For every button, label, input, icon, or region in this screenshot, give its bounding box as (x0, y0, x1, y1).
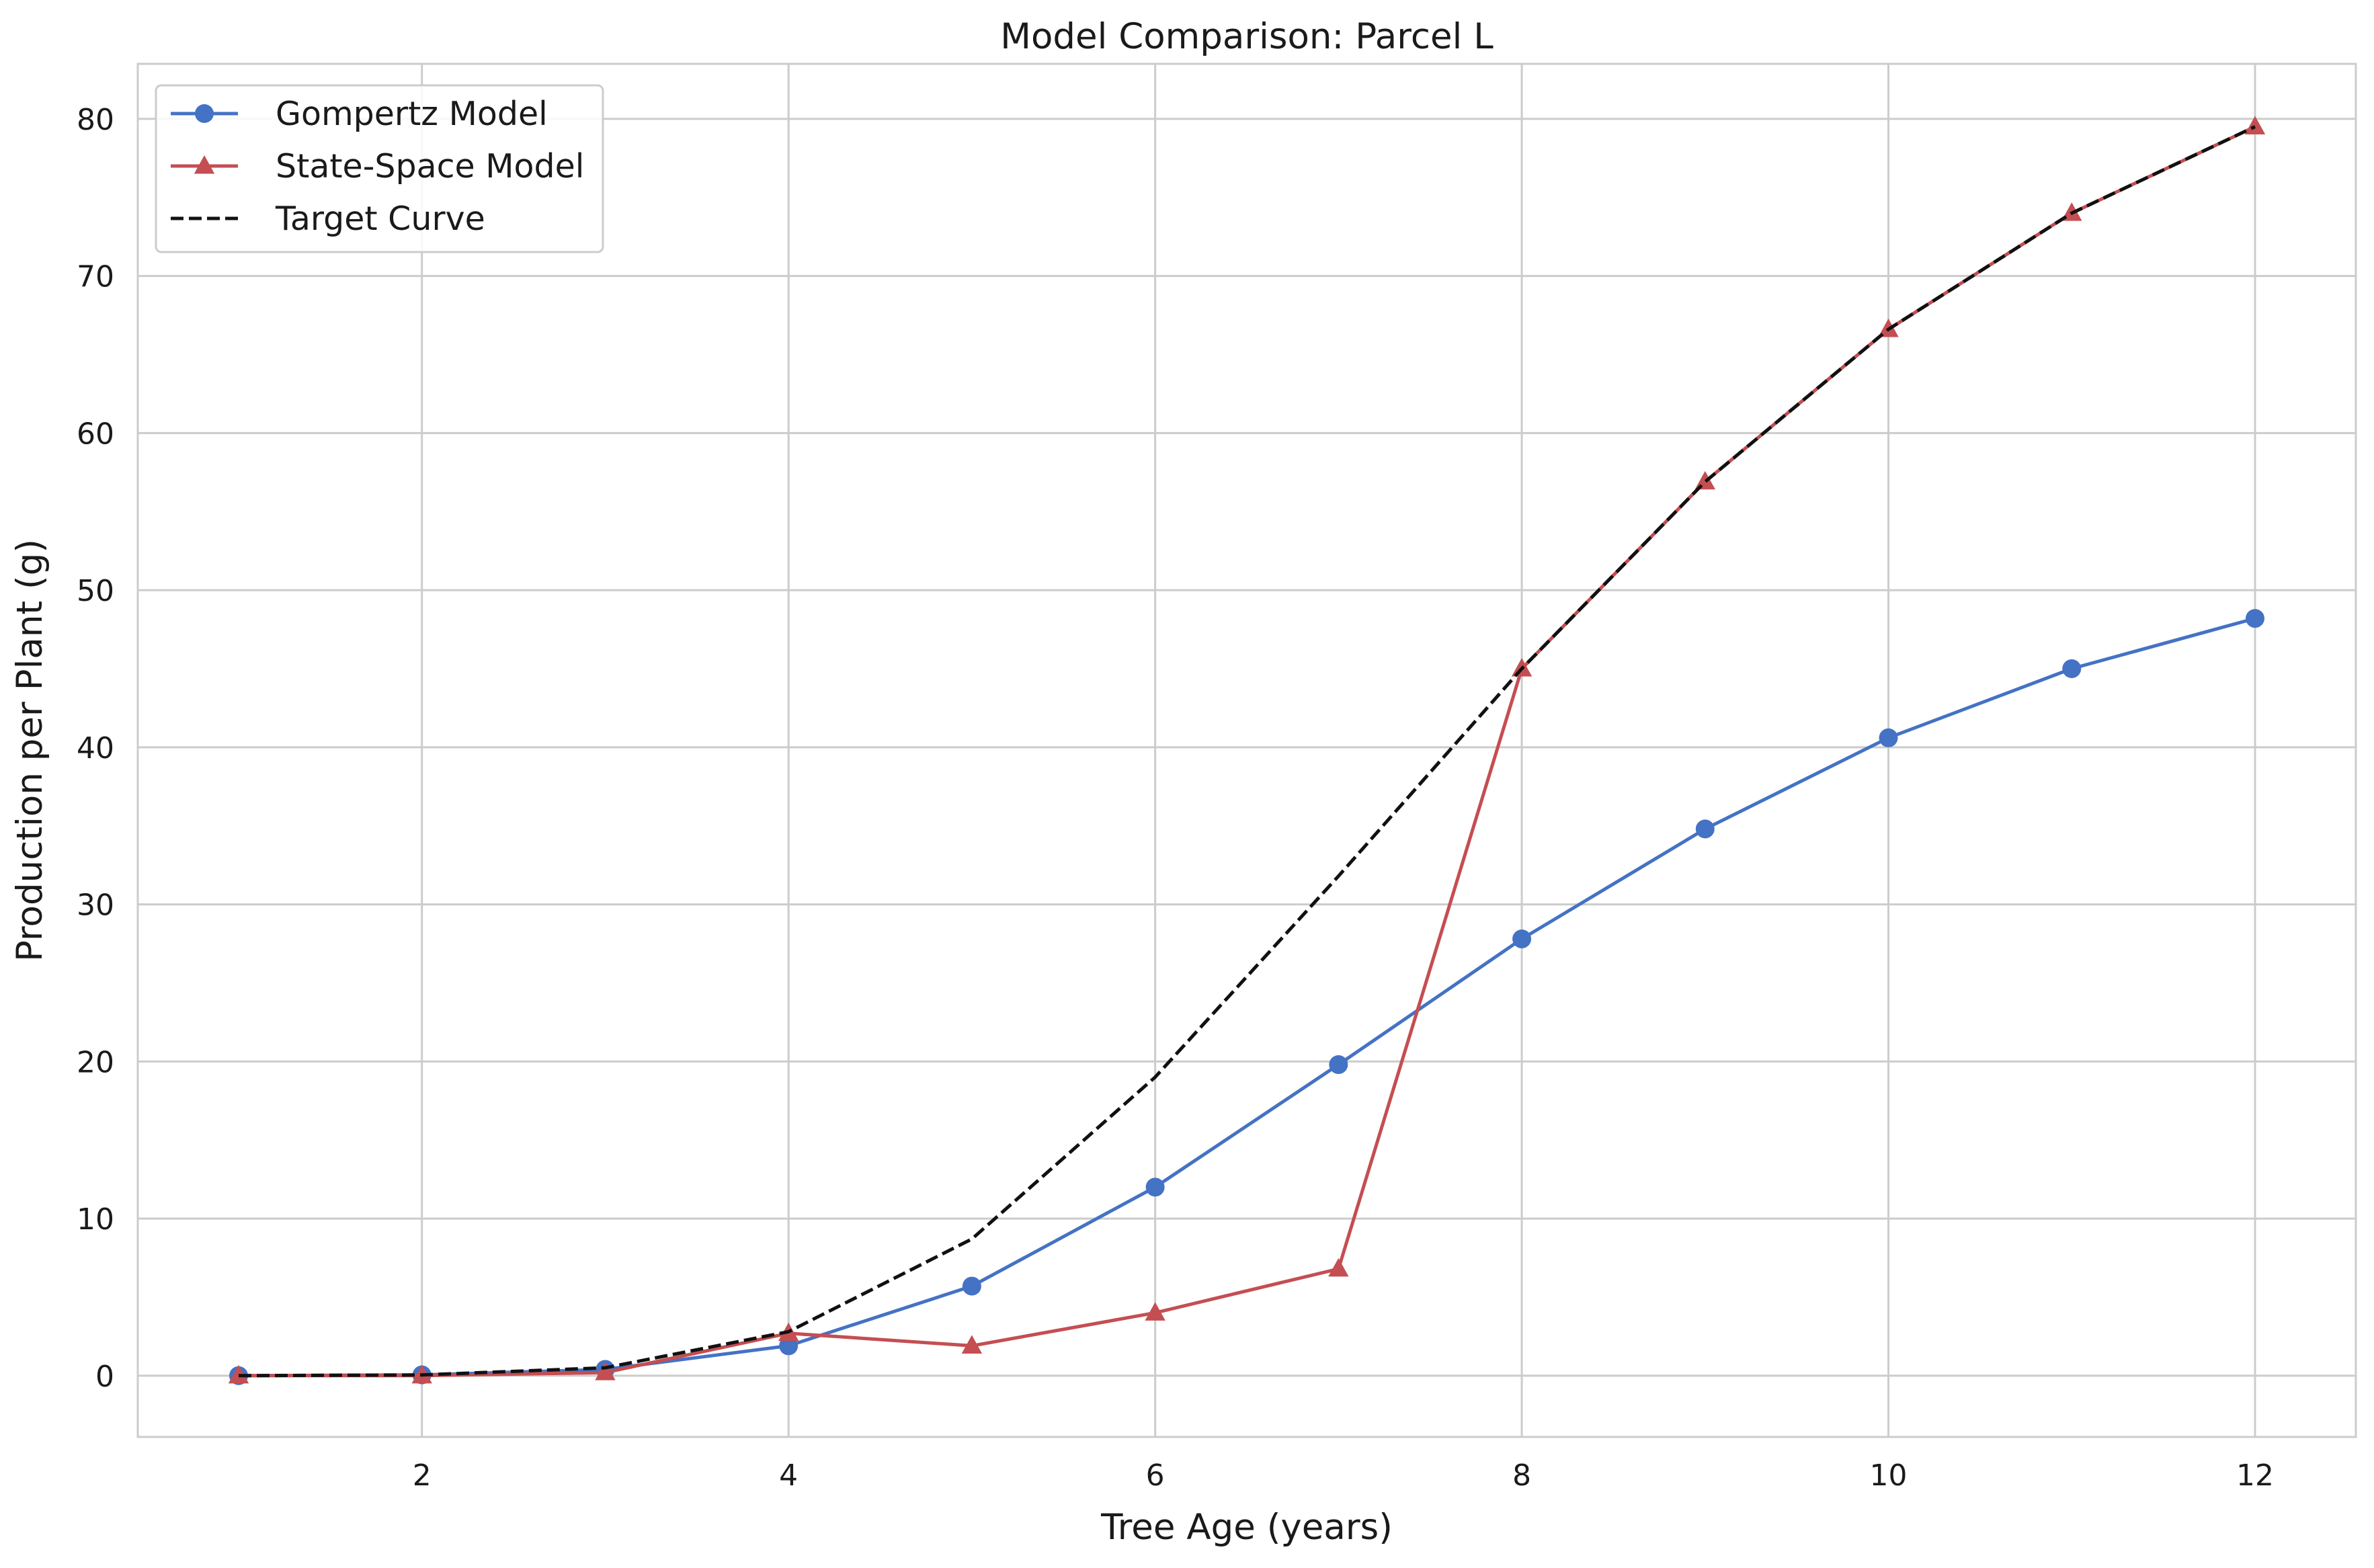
y-tick-label: 40 (77, 731, 114, 766)
series-line (238, 616, 2256, 1378)
data-point (779, 1336, 799, 1356)
legend-marker (194, 155, 215, 174)
chart-title: Model Comparison: Parcel L (1000, 16, 1493, 57)
y-tick-label: 30 (77, 889, 114, 923)
legend-label: Target Curve (275, 200, 485, 238)
legend-label: Gompertz Model (276, 95, 548, 133)
legend-item: Target Curve (171, 200, 485, 238)
y-tick-label: 60 (77, 417, 114, 451)
data-point (1145, 1178, 1165, 1197)
series-state-space-model (228, 116, 2266, 1384)
y-tick-label: 50 (77, 574, 114, 608)
legend-item: State-Space Model (171, 147, 584, 185)
legend-marker (195, 104, 214, 123)
data-point (1328, 1257, 1349, 1277)
series-gompertz-model (229, 609, 2264, 1385)
series-line (239, 125, 2256, 1378)
y-tick-label: 80 (77, 103, 114, 137)
data-point (1145, 1302, 1165, 1321)
grid (138, 64, 2356, 1437)
x-axis-title: Tree Age (years) (1100, 1507, 1393, 1548)
x-tick-label: 6 (1146, 1458, 1165, 1493)
x-tick-label: 8 (1512, 1458, 1531, 1493)
data-point (2062, 659, 2082, 678)
legend-item: Gompertz Model (171, 95, 548, 133)
data-point (2244, 116, 2266, 135)
tick-labels: 2 4 6 8 10 12 0 10 20 30 40 50 60 70 80 (77, 103, 2274, 1493)
y-tick-label: 70 (77, 260, 114, 294)
legend: Gompertz Model State-Space Model Target Cu… (155, 84, 604, 253)
data-point (961, 1335, 983, 1354)
data-point (1695, 819, 1715, 839)
data-point (962, 1276, 981, 1296)
data-point (1512, 930, 1532, 949)
y-tick-label: 20 (77, 1045, 114, 1079)
y-tick-label: 10 (77, 1202, 114, 1237)
x-tick-label: 12 (2236, 1458, 2274, 1493)
y-axis-title: Production per Plant (g) (9, 539, 50, 962)
y-tick-label: 0 (95, 1360, 114, 1394)
series-layer (228, 116, 2266, 1385)
data-point (2246, 609, 2264, 628)
series-line (238, 125, 2256, 1378)
x-tick-label: 4 (779, 1458, 798, 1493)
data-point (1329, 1055, 1348, 1075)
x-tick-label: 10 (1870, 1458, 1908, 1493)
data-point (1879, 728, 1898, 747)
plot-frame (136, 63, 2357, 1438)
x-tick-label: 2 (413, 1458, 432, 1493)
legend-box (155, 84, 604, 253)
data-point (595, 1362, 616, 1380)
series-target-curve (238, 125, 2256, 1378)
legend-label: State-Space Model (276, 147, 584, 185)
